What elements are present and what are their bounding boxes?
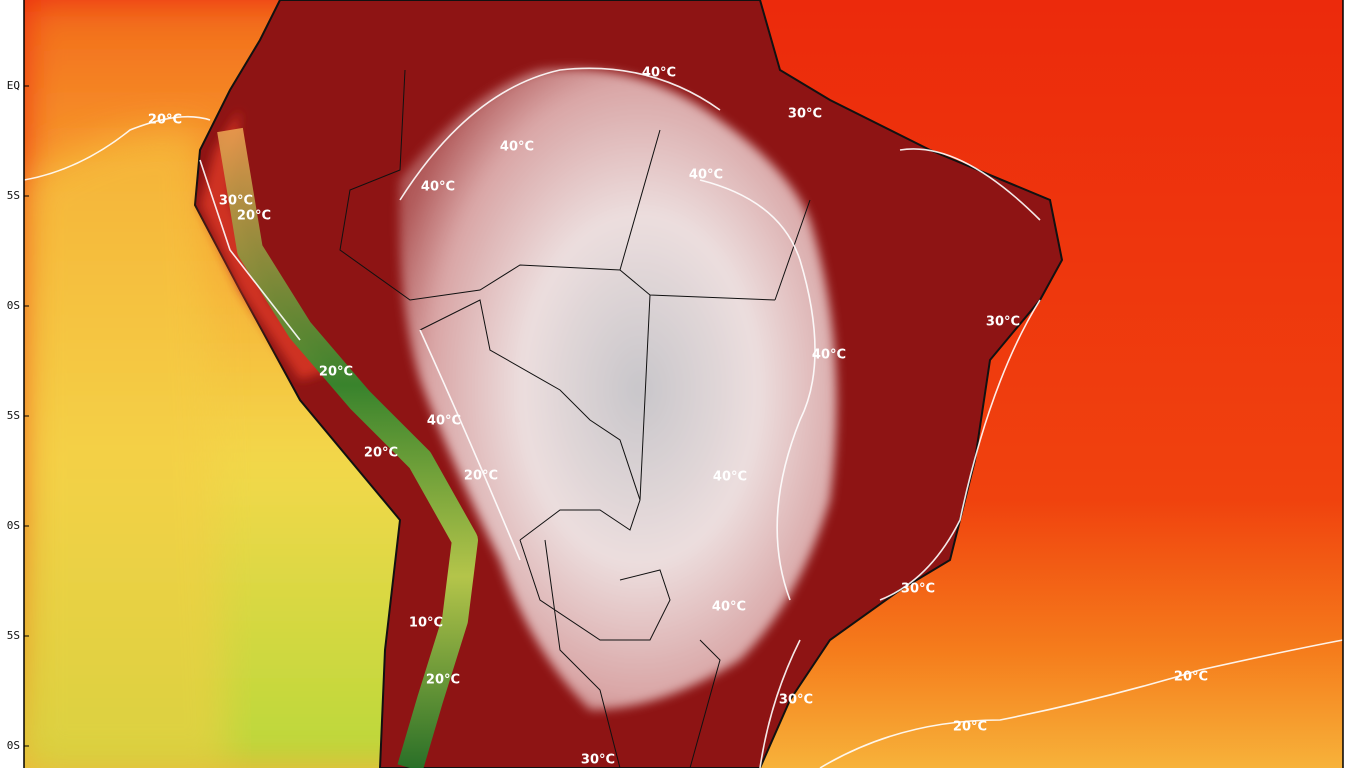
contour-label: 40°C — [812, 348, 846, 363]
latitude-label: EQ — [7, 79, 20, 92]
continent — [23, 0, 1344, 768]
contour-labels: 20°C40°C30°C40°C40°C40°C30°C20°C30°C40°C… — [148, 66, 1208, 768]
contour-label: 30°C — [788, 107, 822, 122]
contour-label: 40°C — [712, 600, 746, 615]
contour-label: 20°C — [426, 673, 460, 688]
contour-label: 30°C — [901, 582, 935, 597]
latitude-axis: EQ 5S 0S 5S 0S 5S 0S — [7, 79, 29, 752]
contour-label: 40°C — [642, 66, 676, 81]
frame-left — [0, 0, 24, 768]
contour-label: 40°C — [713, 470, 747, 485]
contour-label: 10°C — [409, 616, 443, 631]
frame-right — [1343, 0, 1366, 768]
contour-label: 40°C — [427, 414, 461, 429]
contour-label: 40°C — [421, 180, 455, 195]
contour-label: 20°C — [953, 720, 987, 735]
contour-label: 20°C — [148, 113, 182, 128]
latitude-label: 5S — [7, 409, 20, 422]
latitude-label: 5S — [7, 629, 20, 642]
contour-label: 30°C — [779, 693, 813, 708]
contour-label: 40°C — [689, 168, 723, 183]
contour-label: 20°C — [364, 446, 398, 461]
contour-label: 40°C — [500, 140, 534, 155]
contour-label: 20°C — [319, 365, 353, 380]
contour-label: 20°C — [237, 209, 271, 224]
latitude-label: 0S — [7, 519, 20, 532]
contour-label: 30°C — [219, 194, 253, 209]
latitude-label: 0S — [7, 299, 20, 312]
contour-label: 30°C — [986, 315, 1020, 330]
contour-label: 20°C — [464, 469, 498, 484]
contour-label: 30°C — [581, 753, 615, 768]
latitude-label: 5S — [7, 189, 20, 202]
latitude-label: 0S — [7, 739, 20, 752]
contour-label: 20°C — [1174, 670, 1208, 685]
